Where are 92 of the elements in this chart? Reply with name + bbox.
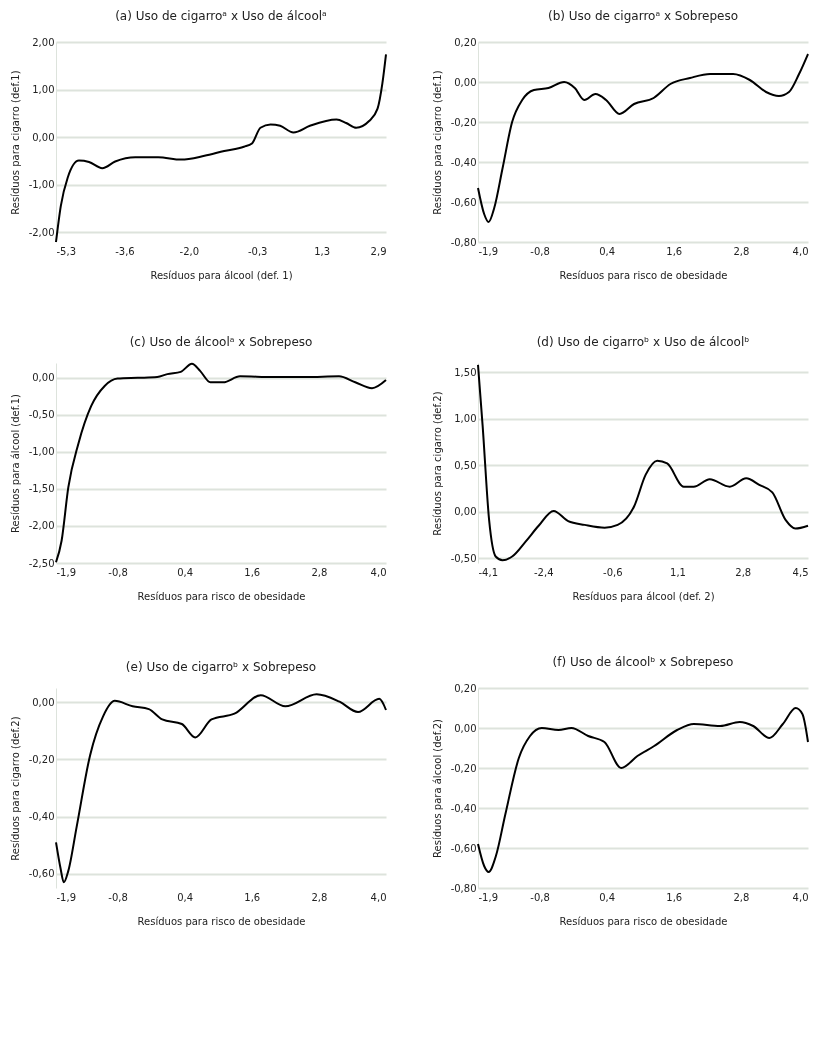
y-axis-title: Resíduos para cigarro (def.1)	[9, 70, 21, 215]
x-tick-label: 1,3	[314, 245, 331, 257]
y-axis-title: Resíduos para cigarro (def.1)	[431, 70, 443, 215]
y-tick-label: -2,50	[28, 557, 55, 569]
line-series	[477, 363, 809, 562]
x-axis-title: Resíduos para risco de obesidade	[137, 590, 306, 602]
y-tick-label: 0,00	[32, 696, 55, 708]
y-tick-label: -0,60	[450, 196, 477, 208]
y-tick-label: -0,40	[450, 802, 477, 814]
chart-title: (a) Uso de cigarroᵃ x Uso de álcoolᵃ	[115, 9, 327, 23]
x-tick-label: -0,8	[530, 245, 550, 257]
x-tick-label: -1,9	[56, 891, 77, 903]
y-tick-label: 0,00	[32, 372, 55, 384]
y-tick-label: 1,50	[454, 366, 477, 378]
x-tick-label: 1,6	[244, 891, 261, 903]
x-axis-title: Resíduos para álcool (def. 2)	[572, 590, 715, 602]
x-tick-label: 1,6	[666, 245, 683, 257]
y-tick-label: 0,00	[454, 506, 477, 518]
line-series	[55, 693, 387, 884]
x-tick-label: 0,4	[599, 891, 616, 903]
x-tick-label: -0,8	[108, 566, 128, 578]
chart-title: (e) Uso de cigarroᵇ x Sobrepeso	[125, 660, 317, 674]
x-tick-label: 4,0	[792, 245, 809, 257]
x-tick-label: -2,4	[533, 566, 554, 578]
line-series	[55, 53, 387, 243]
y-tick-label: -0,40	[28, 811, 55, 823]
x-tick-label: 2,8	[311, 891, 328, 903]
y-tick-label: -2,00	[28, 226, 55, 238]
x-tick-label: 4,0	[370, 566, 387, 578]
y-tick-label: -2,00	[28, 520, 55, 532]
chart-title: (c) Uso de álcoolᵃ x Sobrepeso	[129, 334, 313, 349]
x-tick-label: 1,6	[666, 891, 683, 903]
x-tick-label: 2,8	[733, 245, 750, 257]
x-axis-title: Resíduos para risco de obesidade	[559, 915, 728, 927]
y-tick-label: -0,60	[450, 842, 477, 854]
x-tick-label: 2,8	[311, 566, 328, 578]
x-tick-label: 2,8	[735, 566, 752, 578]
y-tick-label: 0,00	[32, 131, 55, 143]
y-tick-label: -0,50	[450, 552, 477, 564]
chart-title: (d) Uso de cigarroᵇ x Uso de álcoolᵇ	[536, 335, 750, 349]
y-tick-label: 2,00	[32, 36, 55, 48]
x-tick-label: -1,9	[478, 891, 499, 903]
x-tick-label: -0,6	[603, 566, 623, 578]
y-tick-label: -0,40	[450, 156, 477, 168]
x-tick-label: -1,9	[56, 566, 77, 578]
x-tick-label: -5,3	[56, 245, 77, 257]
y-tick-label: 0,50	[454, 459, 477, 471]
y-tick-label: -0,50	[28, 409, 55, 421]
chart-title: (f) Uso de álcoolᵇ x Sobrepeso	[552, 655, 734, 669]
x-tick-label: -2,0	[179, 245, 200, 257]
x-tick-label: 0,4	[177, 891, 194, 903]
x-tick-label: -3,6	[115, 245, 135, 257]
y-tick-label: -1,50	[28, 483, 55, 495]
y-tick-label: -1,00	[28, 179, 55, 191]
x-axis-title: Resíduos para álcool (def. 1)	[150, 269, 293, 281]
x-tick-label: -0,8	[108, 891, 128, 903]
y-axis-title: Resíduos para álcool (def.2)	[431, 718, 443, 858]
x-tick-label: 2,9	[370, 245, 387, 257]
x-tick-label: 4,5	[792, 566, 809, 578]
y-tick-label: -0,80	[450, 882, 477, 894]
x-tick-label: 4,0	[792, 891, 809, 903]
x-tick-label: 1,6	[244, 566, 261, 578]
x-axis-title: Resíduos para risco de obesidade	[559, 269, 728, 281]
y-tick-label: 1,00	[32, 84, 55, 96]
y-tick-label: 0,20	[454, 682, 477, 694]
y-tick-label: -0,20	[450, 116, 477, 128]
x-tick-label: 0,4	[177, 566, 194, 578]
line-series	[477, 707, 809, 873]
x-tick-label: -0,3	[247, 245, 268, 257]
y-tick-label: 0,00	[454, 722, 477, 734]
x-tick-label: -4,1	[478, 566, 499, 578]
y-tick-label: -1,00	[28, 446, 55, 458]
line-series	[55, 362, 387, 564]
y-tick-label: -0,80	[450, 236, 477, 248]
x-axis-title: Resíduos para risco de obesidade	[137, 915, 306, 927]
y-tick-label: 1,00	[454, 413, 477, 425]
y-tick-label: 0,20	[454, 36, 477, 48]
x-tick-label: -0,8	[530, 891, 550, 903]
y-tick-label: -0,20	[450, 762, 477, 774]
y-axis-title: Resíduos para álcool (def.1)	[9, 393, 21, 533]
chart-title: (b) Uso de cigarroᵃ x Sobrepeso	[547, 9, 739, 23]
x-tick-label: 4,0	[370, 891, 387, 903]
y-tick-label: -0,20	[28, 753, 55, 765]
line-series	[477, 53, 809, 223]
y-axis-title: Resíduos para cigarro (def.2)	[431, 391, 443, 536]
x-tick-label: 2,8	[733, 891, 750, 903]
y-axis-title: Resíduos para cigarro (def.2)	[9, 716, 21, 861]
y-tick-label: 0,00	[454, 76, 477, 88]
x-tick-label: -1,9	[478, 245, 499, 257]
x-tick-label: 1,1	[670, 566, 686, 578]
y-tick-label: -0,60	[28, 868, 55, 880]
x-tick-label: 0,4	[599, 245, 616, 257]
